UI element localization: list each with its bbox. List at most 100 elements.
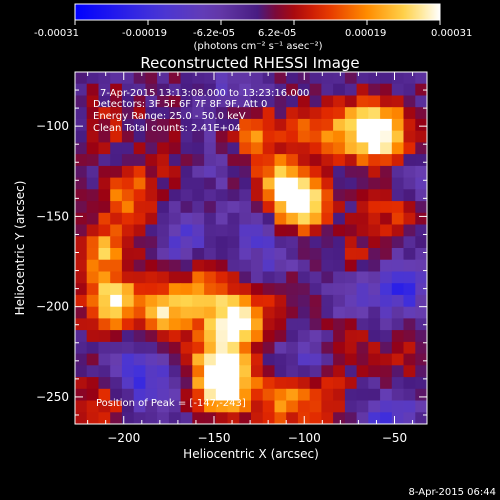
heatmap-cell	[345, 424, 357, 436]
heatmap-cell	[204, 212, 217, 226]
heatmap-cell	[86, 118, 99, 132]
heatmap-cell	[309, 248, 322, 261]
heatmap-cell	[204, 236, 217, 249]
heatmap-cell	[403, 330, 416, 343]
heatmap-cell	[204, 330, 217, 343]
heatmap-cell	[356, 107, 369, 120]
heatmap-cell	[133, 330, 146, 343]
heatmap-cell	[121, 236, 135, 249]
heatmap-cell	[309, 177, 322, 190]
heatmap-cell	[297, 306, 311, 319]
heatmap-cell	[180, 154, 193, 167]
heatmap-cell	[239, 177, 252, 190]
heatmap-cell	[157, 294, 170, 308]
heatmap-cell	[297, 165, 311, 179]
heatmap-cell	[204, 400, 217, 413]
heatmap-cell	[286, 130, 299, 143]
heatmap-cell	[321, 107, 334, 120]
heatmap-cell	[297, 177, 311, 190]
heatmap-cell	[180, 283, 193, 296]
heatmap-cell	[297, 201, 311, 214]
heatmap-cell	[403, 341, 416, 355]
heatmap-cell	[121, 365, 135, 378]
heatmap-cell	[380, 72, 393, 85]
heatmap-cell	[356, 236, 369, 249]
heatmap-cell	[309, 365, 322, 378]
heatmap-cell	[415, 353, 427, 366]
heatmap-cell	[380, 271, 393, 284]
heatmap-cell	[368, 341, 381, 355]
heatmap-cell	[309, 259, 322, 272]
heatmap-cell	[274, 306, 287, 319]
colorbar: -0.00031 -0.00019 -6.2e-05 6.2e-05 0.000…	[34, 3, 472, 52]
heatmap-cell	[180, 107, 193, 120]
heatmap-cell	[98, 201, 111, 214]
heatmap-cell	[274, 83, 287, 96]
heatmap-cell	[168, 212, 182, 226]
heatmap-cell	[75, 107, 88, 120]
heatmap-cell	[133, 154, 146, 167]
heatmap-cell	[98, 259, 111, 272]
heatmap-cell	[251, 271, 264, 284]
heatmap-cell	[427, 236, 439, 248]
heatmap-cell	[239, 353, 252, 366]
heatmap-cell	[333, 294, 346, 308]
heatmap-cell	[133, 377, 146, 390]
heatmap-cell	[98, 224, 111, 237]
y-axis-label: Heliocentric Y (arcsec)	[13, 181, 27, 316]
heatmap-cell	[380, 294, 393, 308]
heatmap-cell	[415, 236, 427, 249]
heatmap-cell	[180, 72, 193, 85]
heatmap-cell	[145, 377, 158, 390]
heatmap-cell	[110, 154, 123, 167]
heatmap-cell	[356, 294, 369, 308]
heatmap-cell	[239, 400, 252, 413]
heatmap-cell	[192, 377, 205, 390]
heatmap-cell	[121, 330, 135, 343]
heatmap-cell	[333, 388, 346, 402]
heatmap-cell	[274, 388, 287, 402]
heatmap-cell	[204, 224, 217, 237]
heatmap-cell	[344, 165, 358, 179]
heatmap-cell	[274, 341, 287, 355]
heatmap-cell	[86, 318, 99, 331]
heatmap-cell	[286, 212, 299, 226]
heatmap-cell	[121, 283, 135, 296]
heatmap-cell	[227, 341, 240, 355]
heatmap-cell	[251, 212, 264, 226]
heatmap-cell	[168, 72, 182, 85]
heatmap-cell	[344, 377, 358, 390]
heatmap-cell	[110, 95, 123, 108]
heatmap-cell	[297, 388, 311, 402]
heatmap-cell	[204, 142, 217, 155]
heatmap-cell	[321, 236, 334, 249]
peak-position-text: Position of Peak = [-147,-243]	[96, 398, 246, 409]
heatmap-cell	[427, 295, 439, 307]
heatmap-cell	[309, 330, 322, 343]
heatmap-cell	[168, 353, 182, 366]
heatmap-cell	[75, 236, 88, 249]
heatmap-cell	[157, 271, 170, 284]
heatmap-cell	[368, 72, 381, 85]
heatmap-cell	[391, 224, 405, 237]
heatmap-cell	[239, 118, 252, 132]
heatmap-cell	[403, 388, 416, 402]
heatmap-cell	[262, 95, 275, 108]
heatmap-cell	[215, 377, 229, 390]
heatmap-cell	[75, 283, 88, 296]
heatmap-cell	[286, 248, 299, 261]
heatmap-cell	[98, 412, 111, 424]
heatmap-cell	[168, 259, 182, 272]
heatmap-cell	[356, 353, 369, 366]
heatmap-cell	[75, 224, 88, 237]
heatmap-cell	[415, 165, 427, 179]
heatmap-cell	[403, 318, 416, 331]
x-tick-label: −150	[198, 431, 231, 445]
heatmap-cell	[110, 201, 123, 214]
heatmap-cell	[180, 294, 193, 308]
heatmap-cell	[403, 283, 416, 296]
heatmap-cell	[380, 236, 393, 249]
heatmap-cell	[204, 283, 217, 296]
heatmap-cell	[286, 377, 299, 390]
heatmap-cell	[145, 130, 158, 143]
